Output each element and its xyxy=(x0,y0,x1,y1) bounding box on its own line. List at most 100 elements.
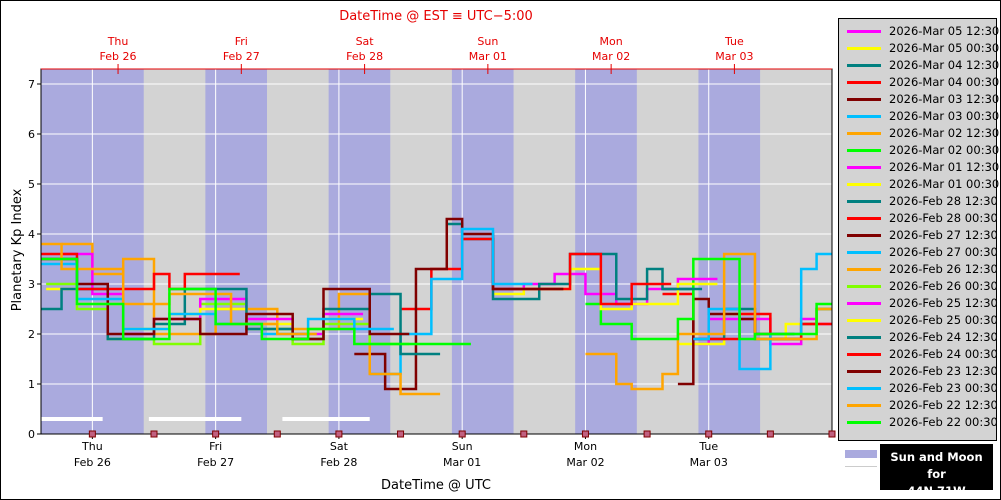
top-tick-date-2: Feb 28 xyxy=(346,50,383,63)
legend-label: 2026-Feb 23 00:30 xyxy=(889,381,998,395)
y-tick-label-4: 4 xyxy=(28,228,35,241)
x-tick-date-1: Feb 27 xyxy=(197,456,234,469)
legend-swatch xyxy=(847,81,881,84)
legend-item: 2026-Feb 27 00:30 xyxy=(839,244,998,261)
legend-label: 2026-Feb 28 00:30 xyxy=(889,211,998,225)
legend-swatch xyxy=(847,268,881,271)
series-lines xyxy=(41,217,832,396)
moon-bar-0 xyxy=(41,417,103,421)
legend-swatch xyxy=(847,217,881,220)
series-line-20 xyxy=(41,257,410,341)
legend-swatch xyxy=(847,336,881,339)
legend-label: 2026-Feb 22 12:30 xyxy=(889,398,998,412)
axis-marker xyxy=(520,430,528,438)
x-tick-date-3: Mar 01 xyxy=(443,456,481,469)
axis-marker xyxy=(705,430,713,438)
axis-marker xyxy=(88,430,96,438)
legend-swatch xyxy=(847,98,881,101)
x-tick-day-0: Thu xyxy=(81,440,103,453)
legend-swatch xyxy=(847,251,881,254)
top-tick-date-4: Mar 02 xyxy=(592,50,630,63)
legend-label: 2026-Mar 01 00:30 xyxy=(889,177,1000,191)
legend-item: 2026-Feb 28 12:30 xyxy=(839,193,998,210)
legend-swatch xyxy=(847,302,881,305)
axis-marker xyxy=(273,430,281,438)
legend-item: 2026-Mar 03 00:30 xyxy=(839,108,999,125)
x-tick-day-2: Sat xyxy=(330,440,349,453)
series-line-23 xyxy=(41,257,471,346)
top-tick-date-3: Mar 01 xyxy=(469,50,507,63)
sun-moon-box: Sun and Moon for 44N 71W xyxy=(880,444,993,498)
top-tick-date-5: Mar 03 xyxy=(715,50,753,63)
y-axis-label: Planetary Kp Index xyxy=(10,188,25,311)
legend-label: 2026-Feb 26 00:30 xyxy=(889,279,998,293)
series-line-6 xyxy=(585,252,832,391)
axis-marker xyxy=(828,430,836,438)
legend-label: 2026-Feb 24 00:30 xyxy=(889,347,998,361)
x-tick-day-4: Mon xyxy=(574,440,597,453)
sun-moon-line1: Sun and Moon for xyxy=(890,450,983,481)
legend-label: 2026-Mar 02 00:30 xyxy=(889,143,1000,157)
x-tick-day-5: Tue xyxy=(698,440,718,453)
legend-item: 2026-Feb 27 12:30 xyxy=(839,227,998,244)
legend-label: 2026-Mar 05 00:30 xyxy=(889,41,1000,55)
top-tick-date-1: Feb 27 xyxy=(223,50,260,63)
series-line-5 xyxy=(693,252,832,371)
legend-item: 2026-Mar 01 12:30 xyxy=(839,159,1000,176)
night-band-5 xyxy=(698,69,761,434)
top-tick-day-5: Tue xyxy=(724,35,744,48)
legend-item: 2026-Mar 01 00:30 xyxy=(839,176,1000,193)
legend-label: 2026-Feb 26 12:30 xyxy=(889,262,998,276)
sun-moon-line2: 44N 71W xyxy=(907,484,966,498)
legend: 2026-Mar 05 12:30 2026-Mar 05 00:30 2026-M… xyxy=(838,18,1000,441)
top-tick-day-1: Fri xyxy=(235,35,248,48)
x-tick-date-4: Mar 02 xyxy=(566,456,604,469)
legend-swatch xyxy=(847,319,881,322)
axis-marker xyxy=(643,430,651,438)
x-axis-label: DateTime @ UTC xyxy=(381,478,491,493)
legend-label: 2026-Mar 04 12:30 xyxy=(889,58,1000,72)
legend-swatch xyxy=(847,166,881,169)
x-tick-date-2: Feb 28 xyxy=(320,456,357,469)
legend-swatch xyxy=(847,149,881,152)
night-band-1 xyxy=(205,69,267,434)
axis-marker xyxy=(766,430,774,438)
legend-item: 2026-Mar 04 00:30 xyxy=(839,74,999,91)
legend-item: 2026-Mar 05 12:30 xyxy=(839,23,999,40)
legend-item: 2026-Feb 24 00:30 xyxy=(839,346,998,363)
legend-label: 2026-Feb 25 00:30 xyxy=(889,313,998,327)
legend-item: 2026-Mar 02 12:30 xyxy=(839,125,999,142)
legend-swatch xyxy=(847,132,881,135)
y-tick-label-7: 7 xyxy=(28,78,35,91)
axis-marker xyxy=(458,430,466,438)
legend-item: 2026-Feb 23 12:30 xyxy=(839,363,998,380)
legend-item: 2026-Mar 05 00:30 xyxy=(839,40,1000,57)
night-band-swatch xyxy=(845,450,877,458)
legend-label: 2026-Feb 28 12:30 xyxy=(889,194,998,208)
series-line-15 xyxy=(46,282,410,346)
legend-item: 2026-Feb 26 00:30 xyxy=(839,278,998,295)
legend-label: 2026-Feb 24 12:30 xyxy=(889,330,998,344)
legend-label: 2026-Mar 01 12:30 xyxy=(889,160,1000,174)
legend-item: 2026-Mar 03 12:30 xyxy=(839,91,999,108)
legend-item: 2026-Feb 25 12:30 xyxy=(839,295,998,312)
legend-swatch xyxy=(847,115,881,118)
top-tick-date-0: Feb 26 xyxy=(100,50,137,63)
legend-swatch xyxy=(847,47,881,50)
legend-item: 2026-Feb 23 00:30 xyxy=(839,380,998,397)
legend-swatch xyxy=(847,30,881,33)
legend-item: 2026-Feb 25 00:30 xyxy=(839,312,998,329)
axes: 0 1 2 3 4 5 6 7 Thu Feb 26 Fri Feb 27 Sat Feb 28 Sun Ma… xyxy=(28,35,836,469)
y-tick-label-2: 2 xyxy=(28,328,35,341)
top-tick-day-3: Sun xyxy=(477,35,498,48)
moon-bar-2 xyxy=(282,417,370,421)
y-tick-label-3: 3 xyxy=(28,278,35,291)
legend-item: 2026-Mar 04 12:30 xyxy=(839,57,1000,74)
legend-swatch xyxy=(847,421,881,424)
axis-marker xyxy=(212,430,220,438)
top-tick-day-4: Mon xyxy=(600,35,623,48)
legend-swatch xyxy=(847,64,881,67)
y-tick-label-6: 6 xyxy=(28,128,35,141)
y-tick-label-0: 0 xyxy=(28,428,35,441)
